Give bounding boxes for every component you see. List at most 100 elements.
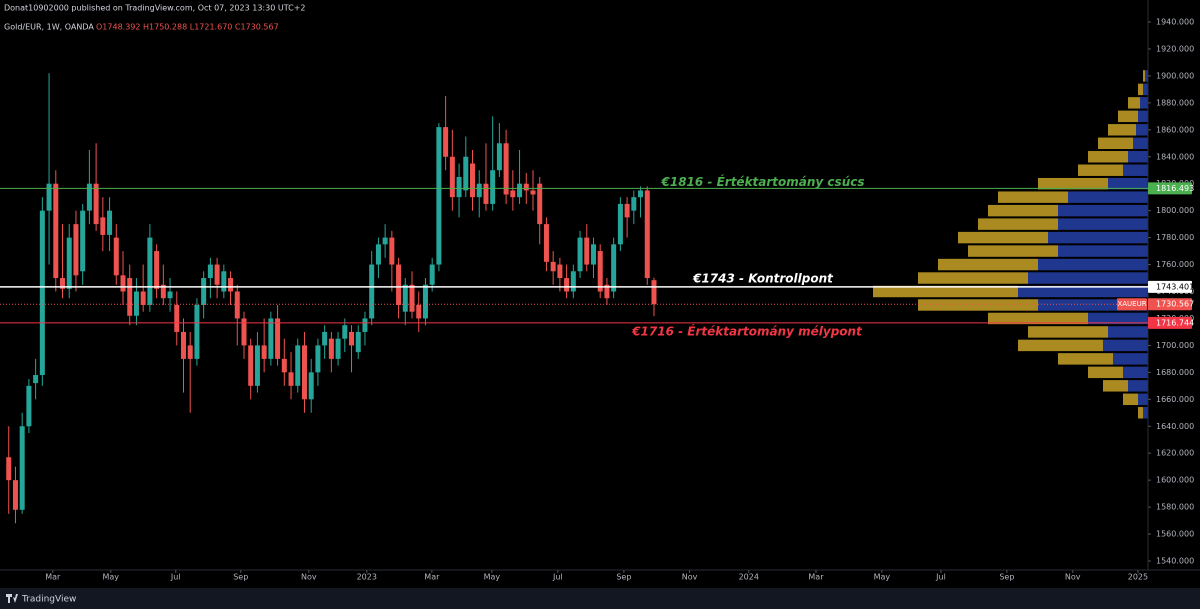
- profile-bar: [1088, 151, 1128, 163]
- y-tick-label: 1940.000: [1156, 18, 1194, 27]
- candle-body: [584, 237, 590, 265]
- profile-bar: [1143, 70, 1145, 82]
- profile-bar: [1108, 326, 1148, 338]
- profile-bar: [1128, 380, 1148, 392]
- x-tick-label: Jul: [170, 573, 181, 582]
- candle-body: [416, 304, 422, 319]
- candle-body: [113, 237, 119, 276]
- y-tick-label: 1540.000: [1156, 557, 1194, 566]
- candle-body: [80, 210, 86, 272]
- candle-body: [268, 318, 274, 359]
- profile-bar: [1108, 124, 1136, 136]
- candle-body: [543, 224, 549, 262]
- y-tick-label: 1920.000: [1156, 44, 1194, 53]
- candle-body: [342, 325, 348, 339]
- profile-bar: [1058, 353, 1113, 365]
- candle-body: [564, 278, 570, 292]
- candle-body: [100, 217, 106, 235]
- profile-bar: [1068, 191, 1148, 203]
- candle-body: [570, 271, 576, 292]
- candle-body: [66, 237, 72, 289]
- profile-bar: [1028, 272, 1148, 284]
- candle-body: [107, 210, 113, 235]
- y-tick-label: 1860.000: [1156, 125, 1194, 134]
- candle-body: [611, 244, 617, 292]
- level-annotation: €1716 - Értéktartomány mélypont: [631, 323, 863, 338]
- candle-body: [429, 264, 435, 285]
- candle-body: [382, 237, 388, 245]
- candle-body: [550, 261, 556, 272]
- footer-bar: [0, 588, 1200, 609]
- profile-bar: [1138, 83, 1143, 96]
- x-tick-label: Sep: [999, 573, 1014, 582]
- profile-bar: [1098, 137, 1133, 150]
- y-tick-label: 1580.000: [1156, 503, 1194, 512]
- candle-body: [617, 203, 623, 245]
- profile-bar: [1123, 366, 1148, 379]
- profile-bar: [1048, 231, 1148, 244]
- candle-body: [254, 345, 260, 386]
- ohlc: O1748.392 H1750.288 L1721.670 C1730.567: [96, 23, 279, 32]
- profile-bar: [1138, 407, 1143, 419]
- candle-body: [214, 264, 220, 285]
- x-tick-label: Nov: [301, 573, 317, 582]
- profile-bar: [1136, 124, 1148, 136]
- candle-body: [93, 183, 99, 225]
- x-tick-label: Jul: [935, 573, 946, 582]
- y-tick-label: 1800.000: [1156, 206, 1194, 215]
- candle-body: [154, 251, 160, 289]
- candle-body: [140, 291, 146, 305]
- candle-body: [39, 210, 45, 376]
- candle-body: [328, 338, 334, 359]
- candle-body: [281, 358, 287, 373]
- profile-bar: [1123, 164, 1148, 176]
- y-tick-label: 1760.000: [1156, 260, 1194, 269]
- candle-body: [53, 183, 59, 279]
- plot: [6, 70, 1148, 524]
- candle-body: [26, 385, 32, 427]
- profile-bar: [1138, 393, 1148, 406]
- candle-body: [517, 183, 523, 198]
- candle-body: [33, 375, 39, 384]
- profile-bar: [1103, 339, 1148, 352]
- x-tick-label: 2024: [739, 573, 759, 582]
- y-tick-label: 1700.000: [1156, 341, 1194, 350]
- profile-bar: [1088, 312, 1148, 325]
- level-tag: 1716.744: [1156, 318, 1194, 327]
- level-tag-bg: [1148, 280, 1192, 293]
- x-tick-label: Mar: [45, 573, 61, 582]
- candle-body: [308, 372, 314, 400]
- candle-body: [174, 304, 180, 332]
- candle-body: [557, 264, 563, 279]
- candle-body: [638, 190, 644, 198]
- x-tick-label: Mar: [808, 573, 824, 582]
- candle-body: [295, 345, 301, 386]
- x-tick-label: Nov: [682, 573, 698, 582]
- candle-body: [590, 244, 596, 265]
- candle-body: [6, 457, 12, 481]
- profile-bar: [1058, 245, 1148, 257]
- candle-body: [409, 284, 415, 312]
- profile-bar: [968, 245, 1058, 257]
- level-tag: 1743.401: [1156, 282, 1194, 291]
- candle-body: [422, 284, 428, 319]
- candle-body: [449, 156, 455, 198]
- candle-body: [396, 264, 402, 305]
- level-annotation: €1743 - Kontrollpont: [692, 271, 834, 285]
- profile-bar: [918, 272, 1028, 284]
- profile-bar: [1143, 83, 1148, 96]
- x-tick-label: May: [102, 573, 119, 582]
- candle-body: [537, 183, 543, 225]
- candle-body: [86, 183, 92, 211]
- candle-body: [510, 190, 516, 198]
- candle-body: [456, 176, 462, 198]
- symbol-tag-bg: [1117, 298, 1147, 311]
- candle-body: [523, 183, 529, 191]
- y-tick-label: 1780.000: [1156, 233, 1194, 242]
- level-tag-bg: [1148, 182, 1192, 195]
- profile-bar: [1028, 326, 1108, 338]
- candle-body: [443, 127, 449, 157]
- profile-bar: [1113, 353, 1148, 365]
- candle-body: [349, 331, 355, 346]
- y-tick-label: 1840.000: [1156, 152, 1194, 161]
